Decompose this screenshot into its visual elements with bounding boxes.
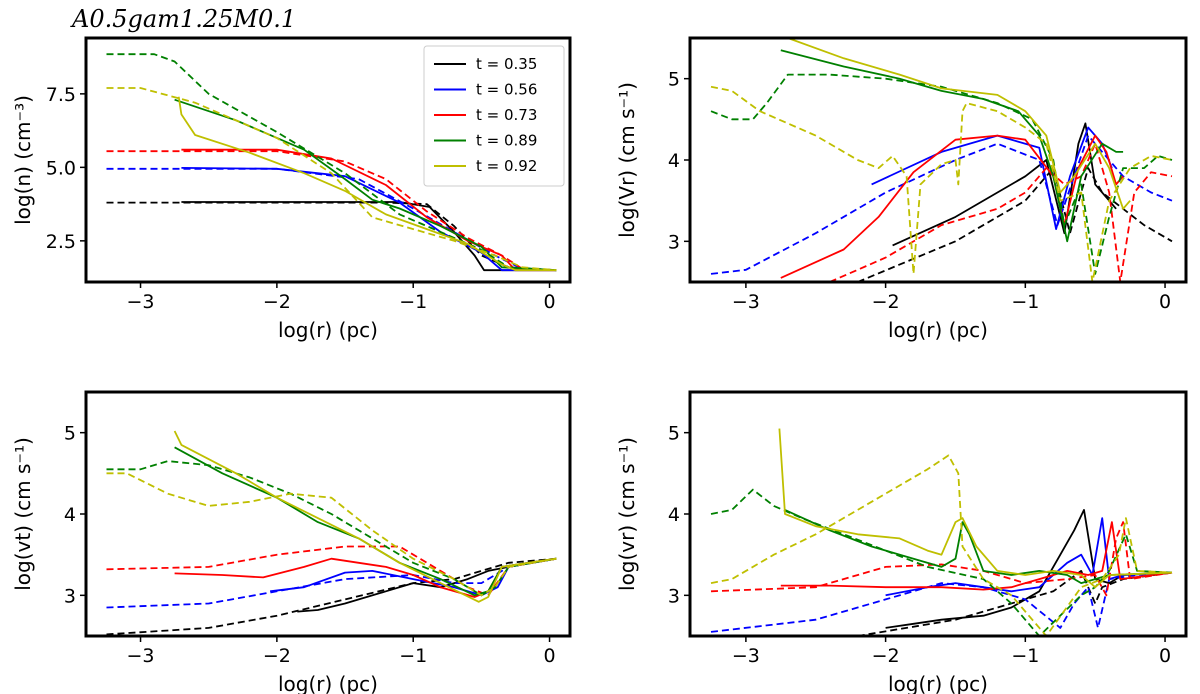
series-line-t1-solid — [892, 122, 1117, 247]
series-line-t5-dashed — [106, 472, 557, 597]
legend-label: t = 0.89 — [476, 132, 537, 150]
axes-frame — [688, 36, 1188, 284]
panel-1: −3 −2 −1 0 2.5 5.0 7.5 log(r) (pc) log(n) (cm⁻³)… — [11, 36, 572, 342]
series-line-t3-solid — [780, 521, 1173, 591]
x-tick-label: −3 — [732, 291, 760, 313]
x-tick-label: 0 — [544, 291, 556, 313]
axes-frame — [688, 390, 1188, 638]
series-line-t1-solid — [181, 201, 557, 272]
x-tick-label: −2 — [263, 291, 291, 313]
y-axis-label: log(vr) (cm s⁻¹) — [615, 437, 639, 591]
x-tick-label: −1 — [399, 291, 427, 313]
y-tick-label: 4 — [668, 504, 680, 526]
series-group — [106, 430, 557, 636]
x-tick-label: −1 — [1011, 291, 1039, 313]
series-line-t5-dashed — [710, 85, 1173, 282]
y-tick-label: 3 — [64, 585, 76, 607]
y-axis-label: log(Vr) (cm s⁻¹) — [615, 82, 639, 238]
y-tick-label: 5.0 — [46, 157, 76, 179]
series-line-t5-dashed — [106, 87, 557, 272]
series-line-t5-solid — [173, 430, 557, 603]
x-tick-label: −2 — [872, 645, 900, 667]
series-line-t3-dashed — [829, 142, 1173, 282]
y-tick-label: 3 — [668, 585, 680, 607]
series-line-t5-solid — [177, 96, 557, 272]
panel-2: −3 −2 −1 0 3 4 5 log(r) (pc) log(Vr) (cm s⁻¹) — [615, 36, 1188, 342]
y-tick-label: 2.5 — [46, 231, 76, 253]
x-tick-label: 0 — [1159, 645, 1171, 667]
x-axis-label: log(r) (pc) — [278, 672, 378, 694]
x-tick-label: −3 — [127, 291, 155, 313]
x-tick-label: −3 — [732, 645, 760, 667]
legend-label: t = 0.73 — [476, 106, 537, 124]
series-line-t3-solid — [174, 557, 557, 598]
series-line-t3-dashed — [710, 521, 1173, 597]
legend-label: t = 0.92 — [476, 157, 537, 175]
legend-label: t = 0.35 — [476, 55, 537, 73]
axes-frame — [84, 36, 572, 284]
series-line-t4-solid — [174, 98, 557, 272]
figure-title: A0.5gam1.25M0.1 — [70, 5, 296, 33]
series-line-t2-dashed — [710, 134, 1173, 275]
axes-frame — [84, 390, 572, 638]
series-line-t3-solid — [780, 134, 1124, 279]
y-tick-label: 5 — [668, 423, 680, 445]
legend: t = 0.35 t = 0.56 t = 0.73 t = 0.89 t = 0.92 — [423, 45, 565, 187]
y-tick-label: 4 — [668, 150, 680, 172]
series-group — [710, 38, 1173, 282]
series-line-t1-solid — [885, 509, 1173, 629]
y-tick-label: 5 — [668, 69, 680, 91]
x-tick-label: −2 — [872, 291, 900, 313]
series-line-t3-solid — [181, 148, 557, 272]
x-tick-label: −3 — [127, 645, 155, 667]
y-axis-label: log(vt) (cm s⁻¹) — [11, 437, 35, 591]
x-tick-label: −1 — [1011, 645, 1039, 667]
x-tick-label: 0 — [544, 645, 556, 667]
series-line-t5-solid — [778, 428, 1173, 589]
series-line-t3-dashed — [106, 150, 557, 272]
series-line-t4-solid — [780, 49, 1124, 243]
series-line-t5-solid — [787, 38, 1131, 210]
series-line-t2-dashed — [106, 557, 557, 609]
x-tick-label: −2 — [263, 645, 291, 667]
x-axis-label: log(r) (pc) — [888, 672, 988, 694]
series-line-t4-dashed — [710, 488, 1173, 636]
series-line-t2-solid — [269, 557, 557, 597]
y-tick-label: 3 — [668, 231, 680, 253]
x-tick-label: 0 — [1159, 291, 1171, 313]
series-group — [710, 428, 1173, 636]
series-line-t5-dashed — [710, 454, 1173, 636]
y-tick-label: 4 — [64, 504, 76, 526]
x-axis-label: log(r) (pc) — [888, 318, 988, 342]
x-axis-label: log(r) (pc) — [278, 318, 378, 342]
panel-4: −3 −2 −1 0 3 4 5 log(r) (pc) log(vr) (cm s⁻¹) — [615, 390, 1188, 694]
panel-3: −3 −2 −1 0 3 4 5 log(r) (pc) log(vt) (cm s⁻¹) — [11, 390, 572, 694]
legend-label: t = 0.56 — [476, 81, 537, 99]
y-axis-label: log(n) (cm⁻³) — [11, 95, 35, 225]
y-tick-label: 5 — [64, 423, 76, 445]
x-tick-label: −1 — [399, 645, 427, 667]
y-tick-label: 7.5 — [46, 84, 76, 106]
series-group — [106, 53, 557, 272]
series-line-t1-solid — [297, 557, 557, 613]
series-line-t1-dashed — [857, 167, 1173, 282]
series-line-t1-dashed — [857, 570, 1173, 636]
series-line-t4-dashed — [710, 73, 1173, 275]
